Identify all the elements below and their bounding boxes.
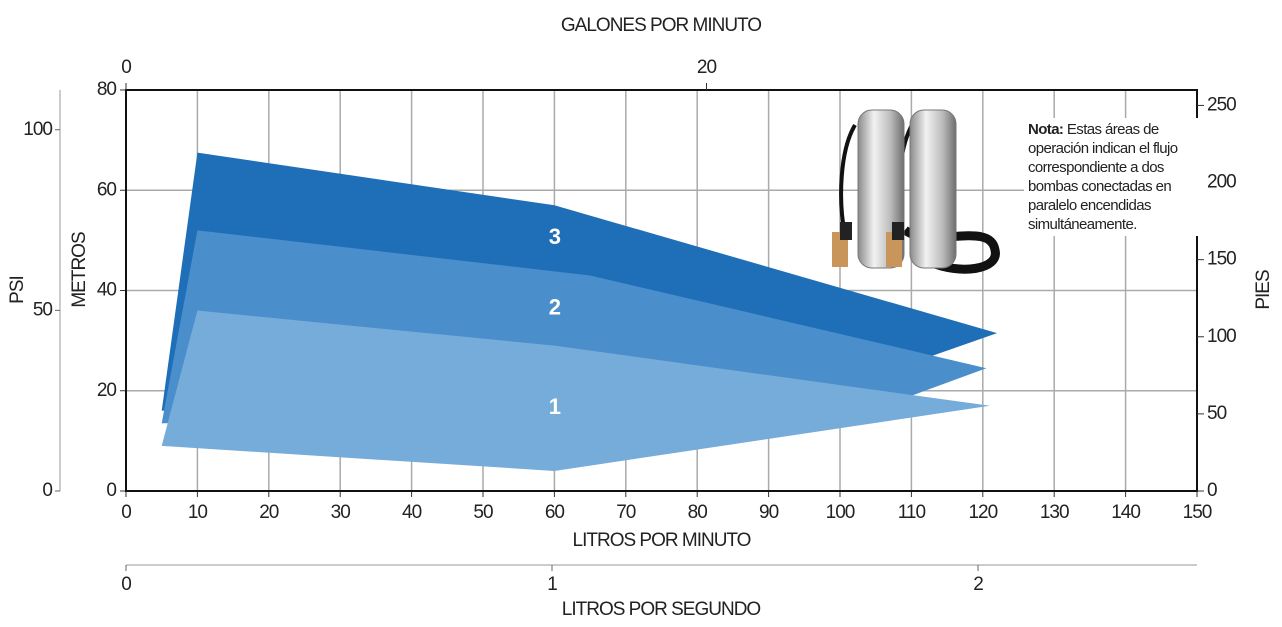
y-tick-label: 20 — [97, 380, 117, 401]
x-tick-label: 60 — [545, 502, 565, 523]
psi-tick-label: 100 — [23, 119, 52, 140]
plot-frame — [125, 89, 1198, 492]
x-tick-label: 0 — [121, 502, 131, 523]
y-tick-label: 40 — [97, 280, 117, 301]
area-label: 1 — [549, 394, 561, 419]
lps-tick-label: 0 — [121, 574, 131, 595]
pies-tick-label: 250 — [1207, 94, 1236, 115]
x-tick-label: 40 — [402, 502, 422, 523]
psi-tick-label: 50 — [33, 299, 53, 320]
y-tick-label: 60 — [97, 179, 117, 200]
x-tick-label: 70 — [616, 502, 636, 523]
pies-tick-label: 0 — [1207, 480, 1217, 501]
x-tick-label: 150 — [1183, 502, 1212, 523]
x-tick-label: 90 — [759, 502, 779, 523]
pies-tick-label: 150 — [1207, 249, 1236, 270]
y-tick-label: 0 — [106, 480, 116, 501]
note-text: Estas áreas de operación indican el fluj… — [1028, 121, 1178, 233]
pies-tick-label: 50 — [1207, 403, 1227, 424]
area-label: 3 — [549, 224, 561, 249]
x-tick-label: 10 — [188, 502, 208, 523]
x-tick-label: 110 — [898, 502, 926, 523]
x-tick-label: 50 — [473, 502, 493, 523]
x-tick-label: 30 — [331, 502, 351, 523]
pump-image — [832, 109, 1000, 274]
pies-tick-label: 200 — [1207, 172, 1236, 193]
x-tick-label: 140 — [1111, 502, 1140, 523]
x-tick-label: 80 — [688, 502, 708, 523]
x-tick-label: 120 — [968, 502, 997, 523]
y-axis-title: METROS — [69, 232, 90, 308]
x-tick-label: 20 — [259, 502, 279, 523]
pies-axis-title: PIES — [1253, 270, 1274, 310]
gpm-tick-label: 0 — [121, 57, 131, 78]
x-tick-label: 100 — [826, 502, 855, 523]
lps-tick-label: 2 — [973, 574, 983, 595]
x-axis-title: LITROS POR MINUTO — [573, 530, 751, 551]
note: Nota: Estas áreas de operación indican e… — [1024, 118, 1204, 236]
lps-axis-title: LITROS POR SEGUNDO — [562, 599, 761, 620]
y-tick-label: 80 — [97, 79, 117, 100]
psi-tick-label: 0 — [42, 480, 52, 501]
gpm-axis-title: GALONES POR MINUTO — [561, 15, 761, 36]
pies-tick-label: 100 — [1207, 326, 1236, 347]
lps-tick-label: 1 — [547, 574, 557, 595]
area — [161, 310, 990, 471]
gpm-tick-label: 20 — [697, 57, 717, 78]
note-bold: Nota: — [1028, 121, 1064, 138]
area-label: 2 — [549, 294, 561, 319]
x-tick-label: 130 — [1040, 502, 1069, 523]
psi-axis-title: PSI — [7, 276, 28, 304]
